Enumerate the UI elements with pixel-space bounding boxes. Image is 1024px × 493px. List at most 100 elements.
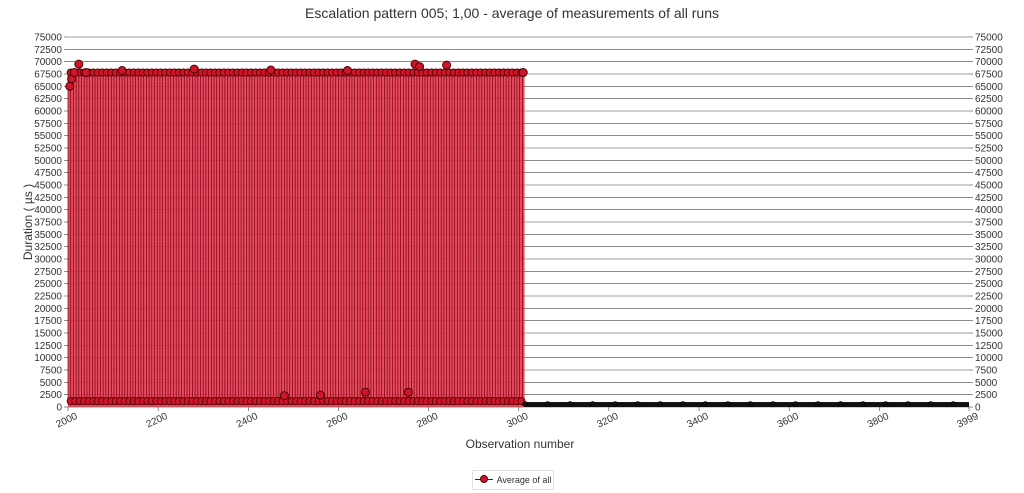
y-tick-label: 37500 bbox=[34, 218, 62, 229]
y-tick-label: 40000 bbox=[34, 205, 62, 216]
series-point bbox=[589, 401, 596, 407]
y-tick-label: 47500 bbox=[975, 168, 1003, 179]
y-tick-label: 32500 bbox=[34, 242, 62, 253]
y-tick-label: 27500 bbox=[34, 267, 62, 278]
y-tick-label: 22500 bbox=[975, 292, 1003, 303]
y-tick-label: 27500 bbox=[975, 267, 1003, 278]
y-tick-label: 35000 bbox=[34, 230, 62, 241]
series-point bbox=[544, 401, 551, 407]
series-point bbox=[679, 401, 686, 407]
y-tick-label: 7500 bbox=[40, 366, 63, 377]
x-tick-label: 3200 bbox=[595, 411, 620, 431]
y-tick-label: 2500 bbox=[975, 390, 998, 401]
y-tick-label: 32500 bbox=[975, 242, 1003, 253]
legend-label: Average of all bbox=[496, 475, 552, 485]
series-point bbox=[792, 401, 799, 407]
y-tick-label: 25000 bbox=[34, 279, 62, 290]
y-tick-label: 55000 bbox=[975, 131, 1003, 142]
series-point bbox=[81, 68, 91, 78]
y-tick-label: 42500 bbox=[34, 193, 62, 204]
series-point bbox=[522, 401, 528, 407]
series-point bbox=[342, 66, 352, 76]
x-tick-label: 3999 bbox=[956, 411, 981, 431]
series-points bbox=[65, 59, 957, 407]
x-axis-ticks: 2000 2200 2400 2600 2800 3000 3200 3400 3600 3800… bbox=[55, 407, 981, 430]
series-point bbox=[860, 401, 866, 407]
series-point bbox=[702, 401, 709, 407]
y-tick-label: 35000 bbox=[975, 230, 1003, 241]
y-tick-label: 67500 bbox=[34, 70, 62, 81]
x-tick-label: 3400 bbox=[686, 411, 711, 431]
series-point bbox=[882, 401, 889, 407]
series-point bbox=[950, 401, 957, 407]
y-tick-label: 5000 bbox=[975, 378, 998, 389]
series-point bbox=[360, 387, 370, 397]
y-tick-label: 70000 bbox=[34, 57, 62, 68]
y-tick-label: 45000 bbox=[975, 181, 1003, 192]
series-point bbox=[403, 387, 413, 397]
y-tick-label: 42500 bbox=[975, 193, 1003, 204]
y-tick-label: 7500 bbox=[975, 366, 998, 377]
series-point bbox=[279, 391, 289, 401]
x-tick-label: 2800 bbox=[415, 411, 440, 431]
y-tick-label: 57500 bbox=[34, 119, 62, 130]
series-point bbox=[415, 62, 425, 72]
y-tick-label: 72500 bbox=[34, 45, 62, 56]
y-tick-label: 22500 bbox=[34, 292, 62, 303]
y-tick-label: 45000 bbox=[34, 181, 62, 192]
x-tick-label: 2600 bbox=[325, 411, 350, 431]
y-tick-label: 65000 bbox=[34, 82, 62, 93]
y-tick-label: 60000 bbox=[975, 107, 1003, 118]
y-tick-label: 20000 bbox=[975, 304, 1003, 315]
series-point bbox=[117, 66, 127, 76]
series-point bbox=[770, 401, 776, 407]
x-axis-title: Observation number bbox=[466, 437, 575, 451]
y-tick-label: 15000 bbox=[975, 329, 1003, 340]
y-tick-label: 55000 bbox=[34, 131, 62, 142]
series-flat bbox=[525, 402, 969, 407]
y-tick-label: 70000 bbox=[975, 57, 1003, 68]
x-tick-label: 2400 bbox=[235, 411, 260, 431]
y-tick-label: 65000 bbox=[975, 82, 1003, 93]
legend-marker-icon bbox=[474, 475, 493, 485]
series-point bbox=[657, 401, 664, 407]
y-tick-label: 30000 bbox=[34, 255, 62, 266]
y-tick-label: 50000 bbox=[975, 156, 1003, 167]
x-tick-label: 3000 bbox=[505, 411, 530, 431]
x-tick-label: 2200 bbox=[145, 411, 170, 431]
chart-title: Escalation pattern 005; 1,00 - average o… bbox=[304, 5, 719, 21]
x-tick-label: 3600 bbox=[776, 411, 801, 431]
series-point bbox=[74, 59, 84, 69]
y-tick-label: 62500 bbox=[34, 94, 62, 105]
series-point bbox=[725, 401, 731, 407]
x-tick-label: 2000 bbox=[55, 411, 80, 431]
series-point bbox=[518, 68, 528, 78]
y-tick-label: 10000 bbox=[34, 353, 62, 364]
series-point bbox=[634, 401, 641, 407]
y-tick-label: 52500 bbox=[975, 144, 1003, 155]
y-tick-label: 2500 bbox=[40, 390, 63, 401]
y-axis-title: Duration ( µs ) bbox=[21, 184, 35, 260]
series-point bbox=[747, 401, 754, 407]
y-tick-label: 40000 bbox=[975, 205, 1003, 216]
y-tick-label: 52500 bbox=[34, 144, 62, 155]
series-point bbox=[266, 65, 276, 75]
legend[interactable]: Average of all bbox=[472, 470, 554, 490]
series-point bbox=[65, 81, 75, 91]
series-point bbox=[927, 401, 934, 407]
y-tick-label: 37500 bbox=[975, 218, 1003, 229]
y-tick-label: 0 bbox=[56, 403, 62, 414]
y-tick-label: 17500 bbox=[34, 316, 62, 327]
y-tick-label: 17500 bbox=[975, 316, 1003, 327]
x-tick-label: 3800 bbox=[866, 411, 891, 431]
y-tick-label: 30000 bbox=[975, 255, 1003, 266]
series-point bbox=[442, 60, 452, 70]
series-point bbox=[905, 401, 911, 407]
y-tick-label: 0 bbox=[975, 403, 981, 414]
series-fill bbox=[68, 72, 525, 408]
y-tick-label: 57500 bbox=[975, 119, 1003, 130]
series-point bbox=[837, 401, 844, 407]
y-tick-label: 20000 bbox=[34, 304, 62, 315]
series-point bbox=[315, 390, 325, 400]
